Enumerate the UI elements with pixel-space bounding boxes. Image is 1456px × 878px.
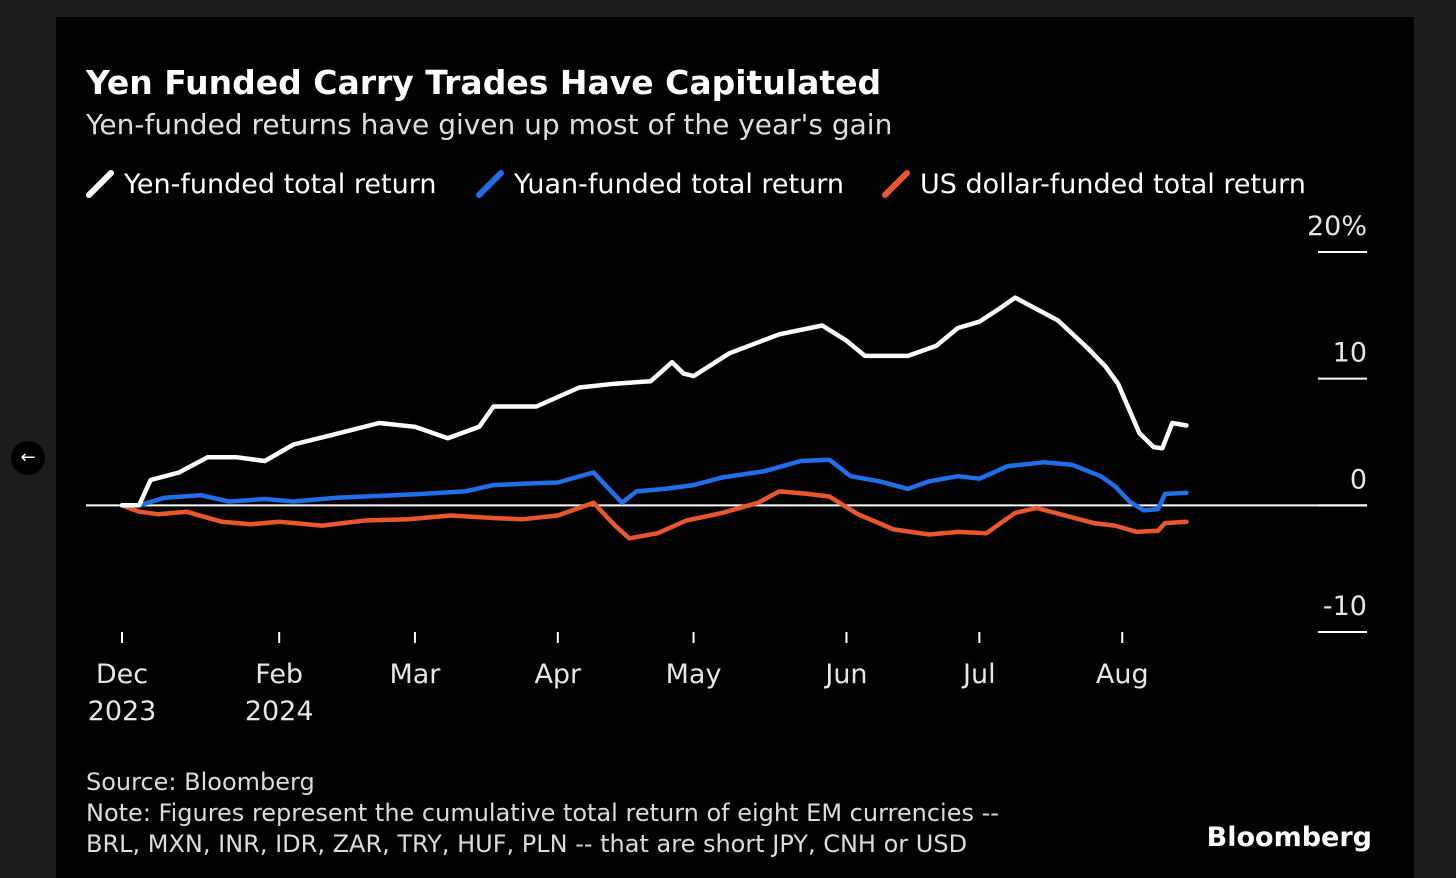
x-tick-label-month: May bbox=[666, 659, 722, 690]
y-tick-label: 20% bbox=[1307, 211, 1367, 242]
left-arrow-icon: ← bbox=[20, 447, 36, 468]
legend-label-yen: Yen-funded total return bbox=[123, 169, 436, 200]
chart-panel bbox=[56, 17, 1414, 878]
y-tick-label: -10 bbox=[1323, 591, 1367, 622]
source-note: Source: Bloomberg bbox=[86, 768, 315, 796]
x-tick-label-month: Jun bbox=[823, 659, 867, 690]
x-tick-label-month: Jul bbox=[961, 659, 996, 690]
y-tick-label: 10 bbox=[1333, 338, 1367, 369]
x-tick-label-year: 2023 bbox=[88, 696, 157, 727]
x-tick-label-year: 2024 bbox=[245, 696, 314, 727]
series-line-usd bbox=[119, 489, 1189, 541]
series-line-yen bbox=[119, 295, 1189, 508]
legend-label-yuan: Yuan-funded total return bbox=[513, 169, 844, 200]
y-tick-label: 0 bbox=[1350, 464, 1367, 495]
x-axis: Dec 2023 Feb 2024 Mar Apr May Jun Jul Aug bbox=[88, 632, 1149, 727]
series-line-yuan bbox=[119, 457, 1189, 513]
x-tick-label-month: Feb bbox=[255, 659, 303, 690]
x-tick-label-month: Mar bbox=[389, 659, 441, 690]
series-group bbox=[119, 295, 1189, 541]
footnote-line-1: Note: Figures represent the cumulative t… bbox=[86, 799, 999, 827]
legend-swatch-yen bbox=[86, 170, 114, 198]
legend-swatch-usd bbox=[882, 170, 910, 198]
bloomberg-logo: Bloomberg bbox=[1207, 822, 1372, 853]
chart-title: Yen Funded Carry Trades Have Capitulated bbox=[85, 63, 881, 102]
footnote-line-2: BRL, MXN, INR, IDR, ZAR, TRY, HUF, PLN -… bbox=[86, 830, 967, 858]
legend-label-usd: US dollar-funded total return bbox=[920, 169, 1306, 200]
back-button[interactable]: ← bbox=[11, 441, 45, 475]
chart-subtitle: Yen-funded returns have given up most of… bbox=[85, 108, 892, 141]
legend-swatch-yuan bbox=[476, 170, 504, 198]
x-tick-label-month: Dec bbox=[96, 659, 148, 690]
x-tick-label-month: Apr bbox=[534, 659, 582, 690]
y-axis: 20% 10 0 -10 bbox=[86, 211, 1367, 633]
legend: Yen-funded total return Yuan-funded tota… bbox=[86, 169, 1306, 200]
x-tick-label-month: Aug bbox=[1096, 659, 1149, 690]
